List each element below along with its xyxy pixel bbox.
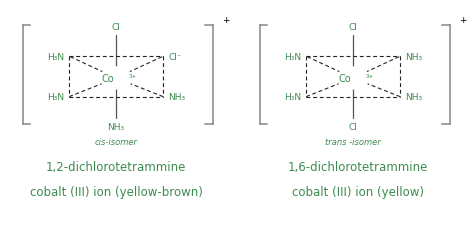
Circle shape bbox=[337, 67, 370, 90]
Text: +: + bbox=[222, 16, 229, 25]
Text: NH₃: NH₃ bbox=[168, 93, 186, 102]
Text: H₃N: H₃N bbox=[46, 93, 64, 102]
Text: NH₃: NH₃ bbox=[405, 52, 423, 62]
Text: NH₃: NH₃ bbox=[405, 93, 423, 102]
Circle shape bbox=[100, 67, 133, 90]
Text: 3+: 3+ bbox=[128, 74, 137, 79]
Text: cis-isomer: cis-isomer bbox=[95, 137, 137, 146]
Text: cobalt (III) ion (yellow): cobalt (III) ion (yellow) bbox=[292, 185, 424, 198]
Text: +: + bbox=[459, 16, 466, 25]
Text: NH₃: NH₃ bbox=[108, 123, 125, 132]
Text: trans -isomer: trans -isomer bbox=[325, 137, 381, 146]
Text: Cl: Cl bbox=[349, 23, 357, 32]
Text: Cl: Cl bbox=[349, 123, 357, 132]
Text: 1,6-dichlorotetrammine: 1,6-dichlorotetrammine bbox=[288, 160, 428, 173]
Text: H₃N: H₃N bbox=[283, 52, 301, 62]
Text: Co: Co bbox=[101, 74, 114, 84]
Text: Cl⁻: Cl⁻ bbox=[168, 52, 182, 62]
Text: H₃N: H₃N bbox=[283, 93, 301, 102]
Text: Co: Co bbox=[338, 74, 351, 84]
Text: 3+: 3+ bbox=[365, 74, 374, 79]
Text: cobalt (III) ion (yellow-brown): cobalt (III) ion (yellow-brown) bbox=[30, 185, 202, 198]
Text: Cl: Cl bbox=[112, 23, 120, 32]
Text: 1,2-dichlorotetrammine: 1,2-dichlorotetrammine bbox=[46, 160, 186, 173]
Text: H₃N: H₃N bbox=[46, 52, 64, 62]
